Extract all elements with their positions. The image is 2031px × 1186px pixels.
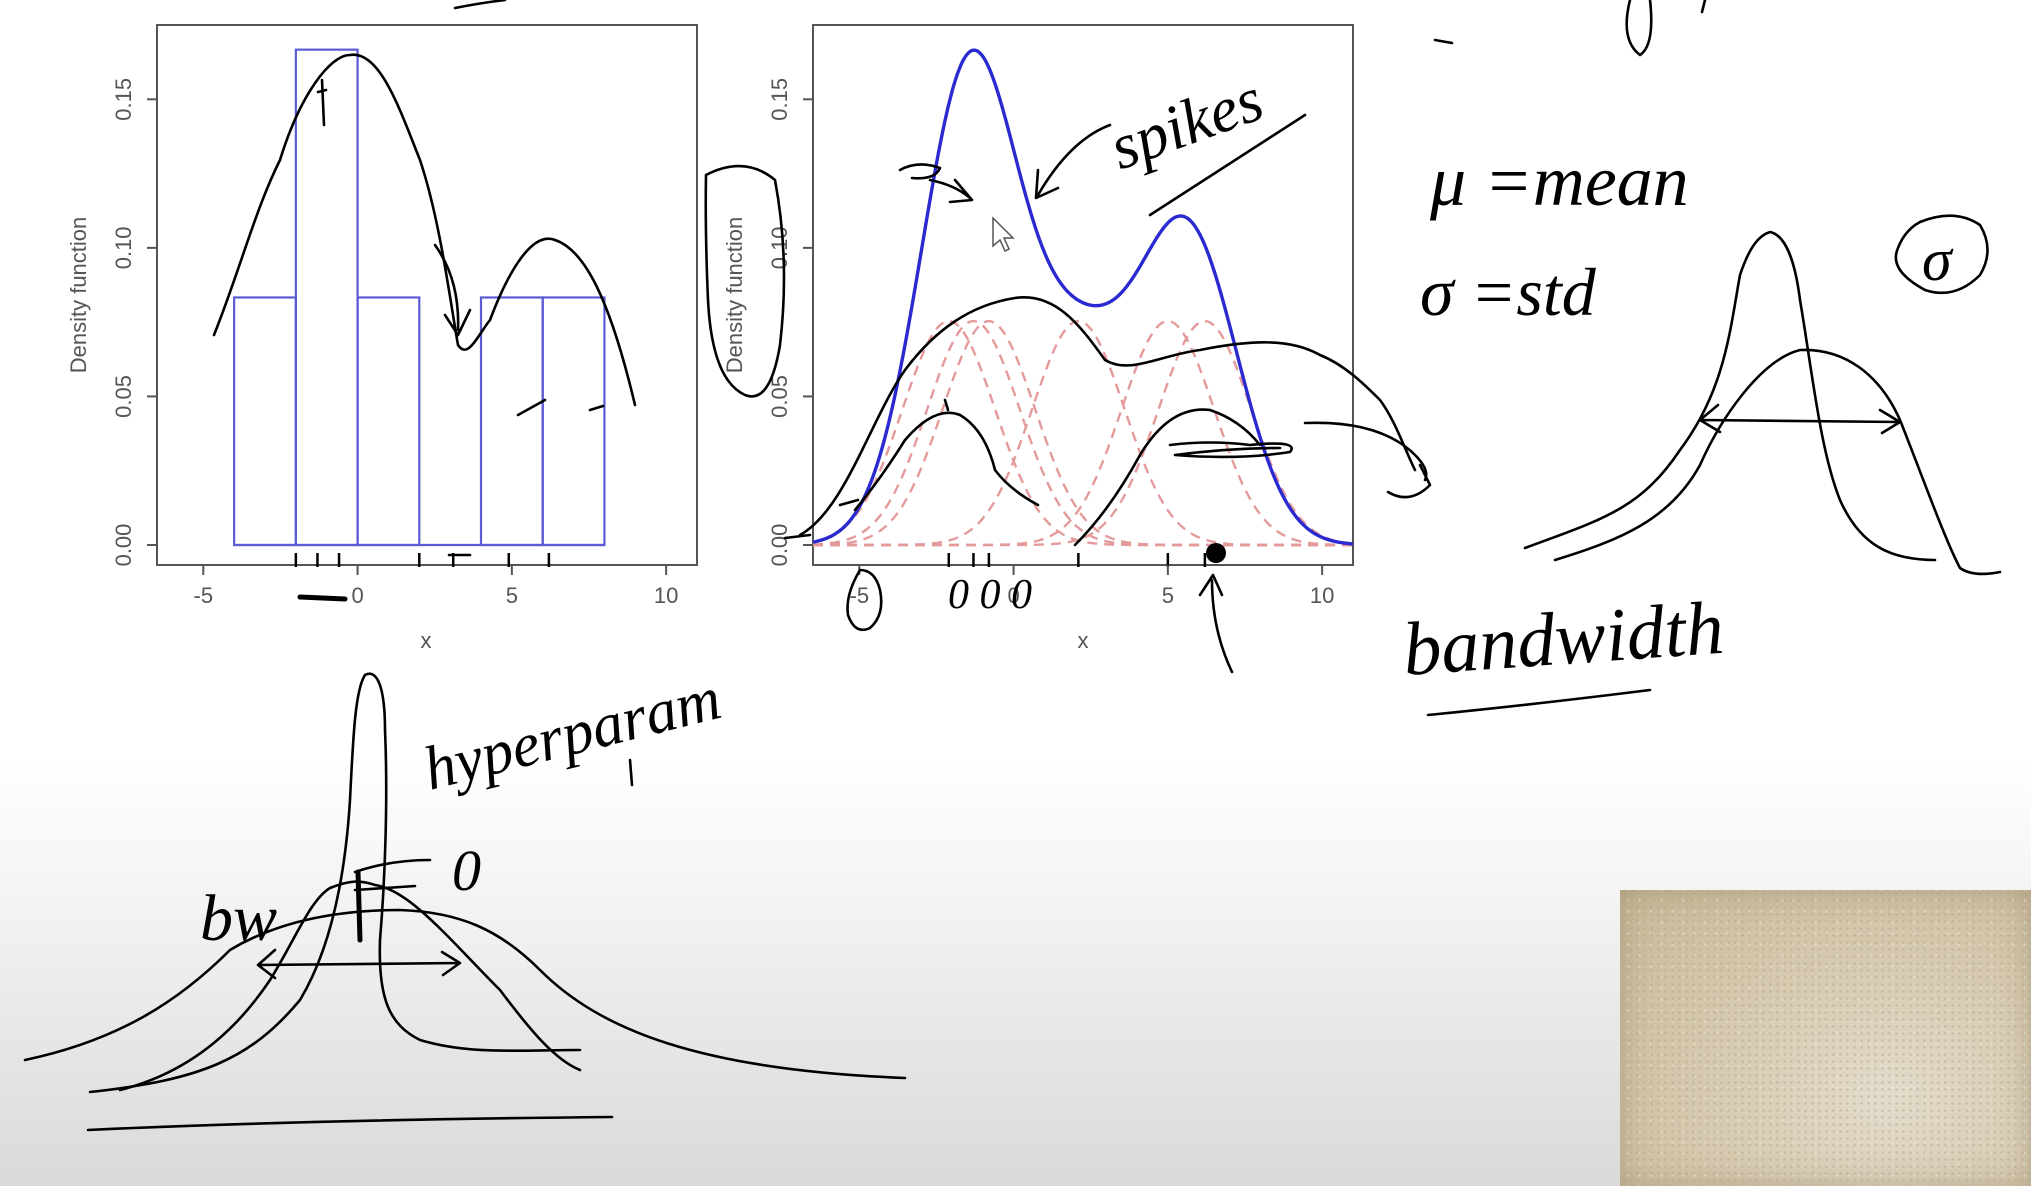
histogram-bar [541,296,606,547]
ink-narrow-gaussian [1523,230,1937,562]
kde-kernel-curves [812,319,1354,547]
histogram-x-tick-label: 10 [654,583,678,608]
kde-y-tick-label: 0.15 [767,78,792,121]
ink-histogram-arrow [433,243,472,337]
ink-spikes-underline [1148,113,1307,217]
histogram-x-axis: -5 0 5 10 [194,565,678,608]
histogram-y-axis-label: Density function [66,217,91,374]
histogram-x-tick-label: -5 [194,583,214,608]
kde-x-axis: -5 0 5 10 [850,565,1334,608]
ink-bandwidth-underline [1426,688,1652,717]
histogram-y-axis: 0.00 0.05 0.10 0.15 [111,78,157,567]
ink-sigma-circle [1894,214,1989,295]
ink-kde-circle-minus5 [846,568,883,632]
ink-kde-left-ticks [783,398,950,540]
ink-kde-small-bump [853,411,1040,512]
histogram-y-tick-label: 0.00 [111,524,136,567]
histogram-x-tick-label: 5 [506,583,518,608]
ink-bottom-pointer-line [353,858,432,892]
webcam-feed [1620,890,2031,1186]
ink-kde-broad-curve [798,295,1417,537]
handwritten-annotations [23,0,2002,1132]
histogram-bar [479,296,544,547]
annotation-mu-mean: μ =mean [1429,141,1689,221]
ink-kde-ylabel-loop [704,164,786,398]
kde-x-tick-label: -5 [850,583,870,608]
ink-bottom-wide-gaussian [23,908,907,1080]
kde-y-axis-label: Density function [722,217,747,374]
histogram-bars [233,48,606,547]
ink-kde-right-bump [1073,408,1262,547]
kde-rug [947,553,1207,567]
histogram-x-axis-label: x [421,628,432,653]
kde-x-tick-label: 0 [1007,583,1019,608]
histogram-y-tick-label: 0.05 [111,375,136,418]
ink-scrap-top-right [1433,0,1707,57]
histogram-bar [294,48,359,547]
annotation-bw: bw [200,882,277,955]
ink-histogram-underline-zero [297,594,348,602]
annotation-spikes: spikes [1101,63,1272,183]
ink-bottom-baseline [86,1115,614,1132]
kde-y-tick-label: 0.10 [767,226,792,269]
annotation-hyperparam: hyperparam [417,664,728,803]
histogram-y-tick-label: 0.15 [111,78,136,121]
ink-kde-dot [1206,543,1226,563]
ink-histogram-density-curve [212,53,637,407]
ink-bottom-mid-gaussian [118,880,582,1092]
ink-sigma-width-arrow [1698,403,1902,435]
ink-bottom-width-arrow [256,948,462,980]
ink-kde-peak-arrow [898,163,974,204]
annotation-bandwidth: bandwidth [1400,586,1726,692]
histogram-bar [356,296,421,547]
ink-kde-bottom-arrow [1198,573,1234,674]
kde-sum-curve [812,48,1354,546]
histogram-plot-frame [156,24,698,566]
annotation-zero: 0 [452,838,481,903]
annotation-sigma-circled: σ [1922,227,1954,293]
kde-y-tick-label: 0.05 [767,375,792,418]
ink-hyperparam-dash [628,758,634,787]
histogram-panel: 0.00 0.05 0.10 0.15 -5 0 5 10 Density function… [66,24,698,653]
histogram-y-tick-label: 0.10 [111,226,136,269]
ink-kde-scribble [1168,441,1293,459]
kde-y-tick-label: 0.00 [767,524,792,567]
kde-plot-frame [812,24,1354,566]
ink-kde-right-arrow [1303,421,1432,499]
kde-y-axis: 0.00 0.05 0.10 0.15 [767,78,813,567]
kde-x-tick-label: 10 [1310,583,1334,608]
histogram-x-tick-label: 0 [351,583,363,608]
mouse-cursor-icon [992,216,1015,253]
ink-histogram-dashes [516,398,605,417]
ink-wide-gaussian [1553,348,2002,576]
kde-kernel-curve [812,319,1353,547]
ink-spikes-arrow [1034,123,1112,200]
kde-sum-line [812,48,1354,546]
kde-x-tick-label: 5 [1162,583,1174,608]
ink-histogram-tick-mark [316,78,328,127]
ink-scrap-top-left [453,0,507,10]
annotation-ooo: 0 0 0 [948,572,1032,618]
ink-bottom-thick-mark [355,869,363,943]
kde-x-axis-label: x [1078,628,1089,653]
ink-bottom-tall-gaussian [88,672,582,1094]
annotation-sigma-std: σ =std [1420,254,1597,330]
histogram-bar [233,296,297,547]
